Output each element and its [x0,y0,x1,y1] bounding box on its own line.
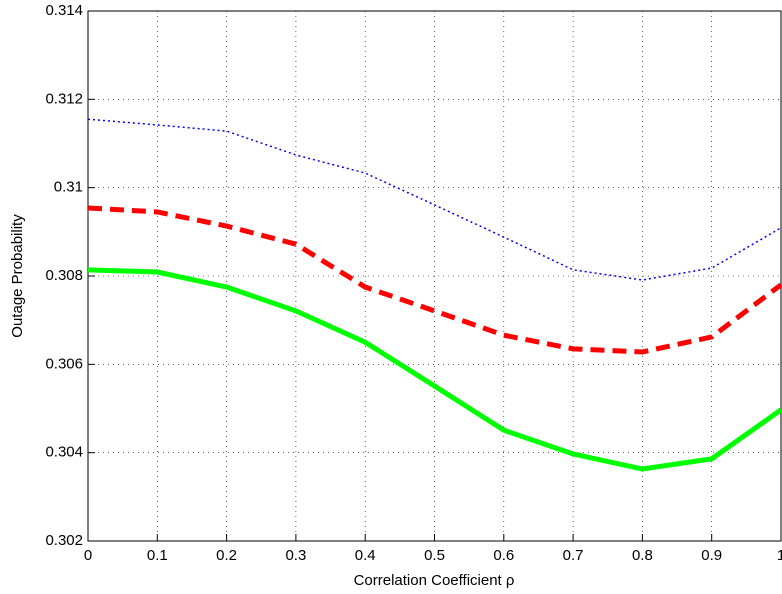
y-tick-label: 0.314 [45,2,83,19]
x-tick-label: 0.7 [563,547,584,564]
series-line [87,205,782,355]
x-tick-label: 0.1 [147,547,168,564]
x-tick-label: 0.2 [216,547,237,564]
x-axis-label: Correlation Coefficient ρ [354,572,515,589]
x-tick-label: 0.3 [285,547,306,564]
y-tick-label: 0.302 [45,532,83,549]
x-tick-label: 0 [84,547,92,564]
y-tick-label: 0.31 [54,179,83,196]
x-tick-label: 0.5 [424,547,445,564]
x-tick-label: 0.6 [493,547,514,564]
y-tick-label: 0.308 [45,267,83,284]
x-tick-label: 0.4 [355,547,376,564]
x-tick-label: 0.9 [701,547,722,564]
series-line [87,267,782,472]
plot-frame [87,10,782,542]
x-tick-label: 0.8 [632,547,653,564]
x-tick-label: 1 [777,547,782,564]
y-tick-label: 0.312 [45,90,83,107]
y-tick-label: 0.304 [45,444,83,461]
series-line [87,118,782,281]
y-tick-label: 0.306 [45,355,83,372]
y-axis-label: Outage Probability [9,214,26,338]
